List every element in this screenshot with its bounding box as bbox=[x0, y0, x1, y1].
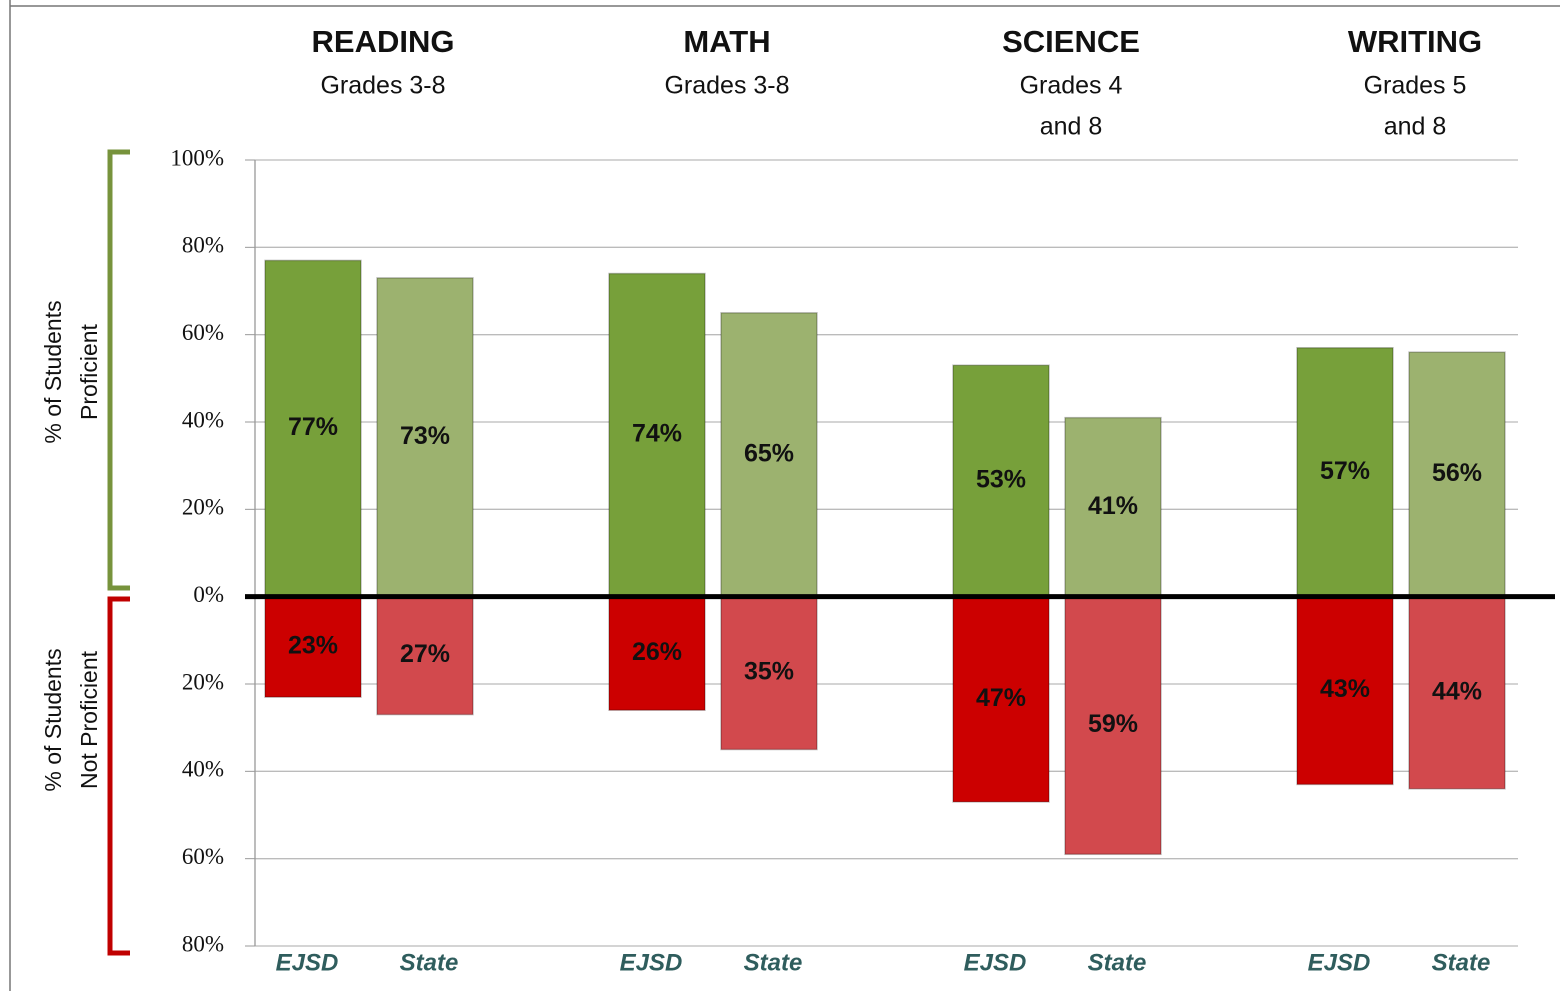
group-title: SCIENCE bbox=[1002, 24, 1140, 59]
bar bbox=[608, 272, 706, 598]
y-tick-label: 60% bbox=[182, 844, 224, 869]
y-tick-label: 100% bbox=[170, 145, 224, 170]
value-label: 56% bbox=[1432, 459, 1482, 487]
value-label: 43% bbox=[1320, 675, 1370, 703]
y-tick-label: 80% bbox=[182, 931, 224, 956]
bar-label: EJSD bbox=[964, 949, 1027, 976]
bar bbox=[1408, 351, 1506, 598]
y-axis-label: Not Proficient bbox=[76, 650, 102, 789]
y-tick-label: 0% bbox=[193, 582, 224, 607]
value-label: 73% bbox=[400, 422, 450, 450]
value-label: 65% bbox=[744, 439, 794, 467]
bar bbox=[608, 595, 706, 711]
value-label: 26% bbox=[632, 638, 682, 666]
group-title: WRITING bbox=[1348, 24, 1482, 59]
group-subtitle: Grades 5 bbox=[1364, 72, 1467, 100]
y-axis-label: % of Students bbox=[40, 300, 66, 443]
group-subtitle: and 8 bbox=[1040, 113, 1103, 141]
bar bbox=[952, 364, 1050, 598]
group-title: MATH bbox=[683, 24, 770, 59]
value-label: 57% bbox=[1320, 457, 1370, 485]
not-proficient-bracket bbox=[107, 596, 130, 956]
value-label: 41% bbox=[1088, 492, 1138, 520]
value-label: 59% bbox=[1088, 710, 1138, 738]
bar-label: EJSD bbox=[276, 949, 339, 976]
group-title: READING bbox=[312, 24, 455, 59]
bar bbox=[376, 277, 474, 598]
y-tick-label: 80% bbox=[182, 233, 224, 258]
bar bbox=[1296, 347, 1394, 598]
y-axis-label: % of Students bbox=[40, 648, 66, 791]
value-label: 27% bbox=[400, 640, 450, 668]
value-label: 23% bbox=[288, 631, 338, 659]
y-tick-label: 20% bbox=[182, 495, 224, 520]
bar bbox=[720, 312, 818, 598]
bar-label: EJSD bbox=[1308, 949, 1371, 976]
group-subtitle: Grades 4 bbox=[1020, 72, 1123, 100]
value-label: 44% bbox=[1432, 677, 1482, 705]
bar bbox=[720, 595, 818, 751]
bar bbox=[1064, 416, 1162, 598]
value-label: 77% bbox=[288, 413, 338, 441]
y-tick-label: 40% bbox=[182, 407, 224, 432]
y-tick-label: 40% bbox=[182, 757, 224, 782]
bar bbox=[264, 595, 362, 698]
bar bbox=[376, 595, 474, 716]
bar bbox=[264, 259, 362, 598]
y-tick-label: 20% bbox=[182, 669, 224, 694]
bar-label: EJSD bbox=[620, 949, 683, 976]
bar-label: State bbox=[1432, 949, 1491, 976]
bar-label: State bbox=[1088, 949, 1147, 976]
group-subtitle: Grades 3-8 bbox=[320, 72, 445, 100]
value-label: 35% bbox=[744, 658, 794, 686]
y-axis-label: Proficient bbox=[76, 323, 102, 419]
proficient-bracket bbox=[107, 149, 130, 591]
bar-label: State bbox=[400, 949, 459, 976]
bar-label: State bbox=[744, 949, 803, 976]
group-subtitle: Grades 3-8 bbox=[664, 72, 789, 100]
value-label: 74% bbox=[632, 420, 682, 448]
value-label: 53% bbox=[976, 466, 1026, 494]
y-tick-label: 60% bbox=[182, 320, 224, 345]
group-subtitle: and 8 bbox=[1384, 113, 1447, 141]
value-label: 47% bbox=[976, 684, 1026, 712]
